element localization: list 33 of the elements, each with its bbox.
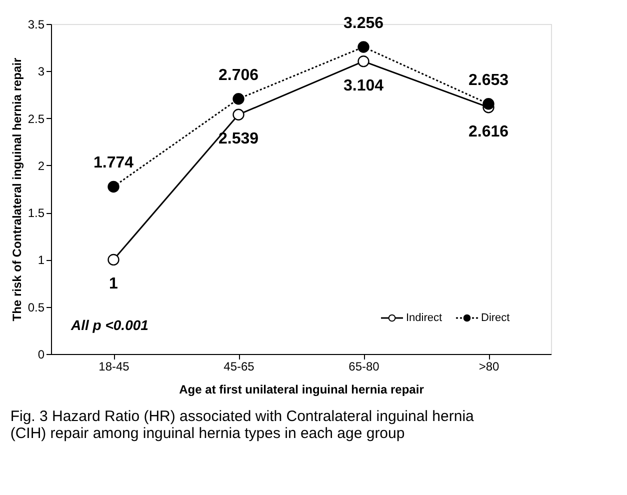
x-tick-label: 18-45	[98, 360, 130, 374]
legend-label: Direct	[481, 312, 510, 324]
y-tick-label: 3.5	[28, 18, 45, 32]
annotation: All p <0.001	[70, 317, 149, 333]
x-tick-label: >80	[478, 360, 500, 374]
legend-label: Indirect	[406, 312, 442, 324]
data-label: 1.774	[93, 154, 134, 172]
point	[108, 254, 120, 266]
data-label: 2.539	[218, 130, 259, 148]
y-tick-label: 3	[38, 64, 45, 79]
data-label: 2.706	[218, 66, 259, 84]
data-label: 2.653	[468, 72, 509, 89]
y-tick-label: 1.5	[28, 206, 45, 220]
point	[232, 108, 244, 120]
point	[232, 93, 244, 105]
x-axis-title: Age at first unilateral inguinal hernia repair	[179, 382, 424, 396]
x-tick-label: 65-80	[348, 360, 380, 374]
caption: Fig. 3 Hazard Ratio (HR) associated with Contralateral inguinal hernia (CIH) repair among inguinal hernia types in each age group	[10, 408, 475, 442]
y-tick-label: 2	[38, 158, 45, 173]
y-tick-label: 0	[38, 348, 45, 362]
data-label: 1	[109, 276, 118, 293]
y-axis-title: The risk of Contralateral inguinal hernia repair	[10, 57, 24, 322]
point	[358, 41, 370, 53]
point	[358, 56, 370, 68]
data-label: 3.256	[343, 15, 384, 32]
point	[108, 180, 120, 193]
y-tick-label: 0.5	[28, 300, 45, 314]
y-tick-label: 1	[38, 253, 45, 268]
y-tick-label: 2.5	[28, 112, 45, 126]
data-label: 3.104	[343, 77, 384, 94]
x-tick-label: 45-65	[224, 360, 255, 374]
data-label: 2.616	[468, 123, 509, 140]
point	[482, 98, 494, 110]
